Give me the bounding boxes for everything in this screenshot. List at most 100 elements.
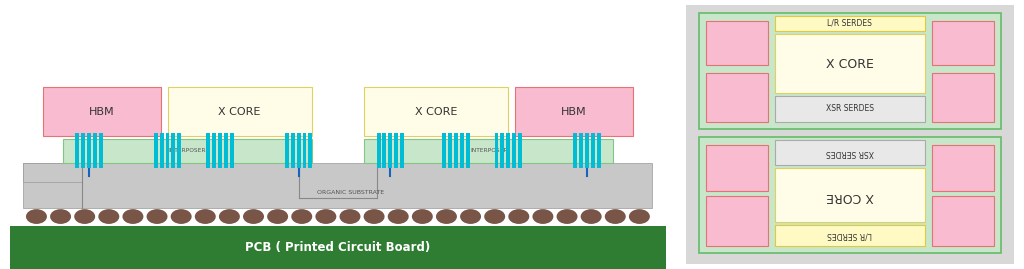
Bar	[166, 133, 170, 168]
Text: X CORE: X CORE	[218, 107, 261, 117]
Bar	[706, 21, 768, 65]
Bar	[495, 133, 499, 168]
Bar	[932, 73, 994, 122]
Bar	[383, 133, 386, 168]
Text: X CORE: X CORE	[826, 190, 873, 203]
Bar	[580, 133, 583, 168]
Text: ORGANIC SUBSTRATE: ORGANIC SUBSTRATE	[317, 190, 385, 195]
Bar	[365, 139, 613, 163]
Bar	[774, 34, 926, 93]
Bar	[460, 133, 464, 168]
Bar	[388, 133, 392, 168]
Bar	[81, 133, 85, 168]
Ellipse shape	[26, 209, 47, 224]
Bar	[218, 133, 222, 168]
Bar	[932, 145, 994, 191]
Ellipse shape	[581, 209, 602, 224]
Text: HBM: HBM	[561, 107, 587, 117]
Text: XSR SERDES: XSR SERDES	[826, 148, 873, 157]
Ellipse shape	[315, 209, 336, 224]
Text: L/R SERDES: L/R SERDES	[827, 231, 872, 240]
Bar	[442, 133, 446, 168]
Bar	[168, 87, 311, 136]
Ellipse shape	[74, 209, 95, 224]
Bar	[291, 133, 295, 168]
Text: X CORE: X CORE	[826, 58, 873, 71]
Bar	[699, 13, 1000, 129]
Bar	[87, 133, 91, 168]
Text: X CORE: X CORE	[415, 107, 458, 117]
Text: PCB ( Printed Circuit Board): PCB ( Printed Circuit Board)	[246, 241, 430, 254]
Ellipse shape	[436, 209, 457, 224]
Ellipse shape	[219, 209, 240, 224]
Bar	[932, 196, 994, 246]
Bar	[224, 133, 227, 168]
Ellipse shape	[364, 209, 385, 224]
Bar	[308, 133, 312, 168]
Ellipse shape	[146, 209, 168, 224]
Bar	[774, 140, 926, 165]
Bar	[98, 133, 102, 168]
Bar	[302, 133, 306, 168]
Bar	[774, 225, 926, 246]
Bar	[506, 133, 510, 168]
Bar	[449, 133, 452, 168]
Bar	[585, 133, 589, 168]
Ellipse shape	[50, 209, 71, 224]
Bar	[591, 133, 595, 168]
Bar	[206, 133, 210, 168]
Bar	[177, 133, 181, 168]
Bar	[512, 133, 516, 168]
Bar	[774, 168, 926, 222]
Ellipse shape	[532, 209, 553, 224]
Bar	[160, 133, 164, 168]
Bar	[62, 139, 311, 163]
Ellipse shape	[267, 209, 288, 224]
Ellipse shape	[605, 209, 626, 224]
Bar	[377, 133, 381, 168]
Bar	[394, 133, 398, 168]
Text: INTERPOSER: INTERPOSER	[168, 148, 206, 153]
Bar	[699, 137, 1000, 253]
Text: INTERPOSER: INTERPOSER	[470, 148, 508, 153]
Bar	[454, 133, 458, 168]
Bar	[365, 87, 508, 136]
Ellipse shape	[243, 209, 264, 224]
Ellipse shape	[123, 209, 143, 224]
Bar	[171, 133, 175, 168]
Ellipse shape	[195, 209, 216, 224]
Bar	[24, 163, 652, 208]
Bar	[706, 73, 768, 122]
Ellipse shape	[508, 209, 529, 224]
Bar	[501, 133, 505, 168]
Ellipse shape	[340, 209, 360, 224]
Bar	[10, 226, 666, 269]
Ellipse shape	[557, 209, 578, 224]
Text: XSR SERDES: XSR SERDES	[826, 104, 873, 113]
Bar	[573, 133, 578, 168]
Bar	[932, 21, 994, 65]
Bar	[518, 133, 522, 168]
Bar	[93, 133, 96, 168]
Bar	[297, 133, 301, 168]
Bar	[706, 145, 768, 191]
Ellipse shape	[629, 209, 650, 224]
Bar	[154, 133, 158, 168]
Ellipse shape	[171, 209, 191, 224]
Bar	[400, 133, 404, 168]
Bar	[212, 133, 216, 168]
Bar	[466, 133, 470, 168]
Bar	[285, 133, 289, 168]
Bar	[229, 133, 233, 168]
Bar	[515, 87, 633, 136]
Ellipse shape	[412, 209, 433, 224]
Bar	[774, 16, 926, 31]
Ellipse shape	[291, 209, 312, 224]
Bar	[774, 96, 926, 122]
Ellipse shape	[484, 209, 505, 224]
Text: HBM: HBM	[89, 107, 115, 117]
Text: L/R SERDES: L/R SERDES	[827, 19, 872, 28]
Bar	[597, 133, 601, 168]
Bar	[75, 133, 79, 168]
Bar	[43, 87, 161, 136]
